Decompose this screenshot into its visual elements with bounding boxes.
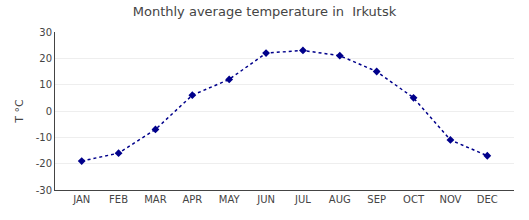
svg-text:DEC: DEC [477,194,498,205]
svg-text:0: 0 [46,106,52,117]
svg-text:-20: -20 [36,158,52,169]
svg-text:Monthly average temperature in: Monthly average temperature in Irkutsk [133,4,397,19]
svg-text:JUN: JUN [256,194,275,205]
svg-text:JUL: JUL [294,194,311,205]
svg-text:AUG: AUG [329,194,351,205]
svg-text:-30: -30 [36,185,52,196]
svg-text:MAR: MAR [144,194,166,205]
svg-text:FEB: FEB [109,194,128,205]
svg-text:SEP: SEP [367,194,386,205]
svg-text:10: 10 [39,79,52,90]
svg-text:20: 20 [39,53,52,64]
svg-text:APR: APR [182,194,202,205]
svg-text:NOV: NOV [439,194,461,205]
svg-text:MAY: MAY [219,194,241,205]
svg-text:JAN: JAN [72,194,90,205]
svg-text:30: 30 [39,27,52,38]
svg-text:OCT: OCT [403,194,425,205]
svg-text:-10: -10 [36,132,52,143]
svg-text:T °C: T °C [13,99,26,124]
